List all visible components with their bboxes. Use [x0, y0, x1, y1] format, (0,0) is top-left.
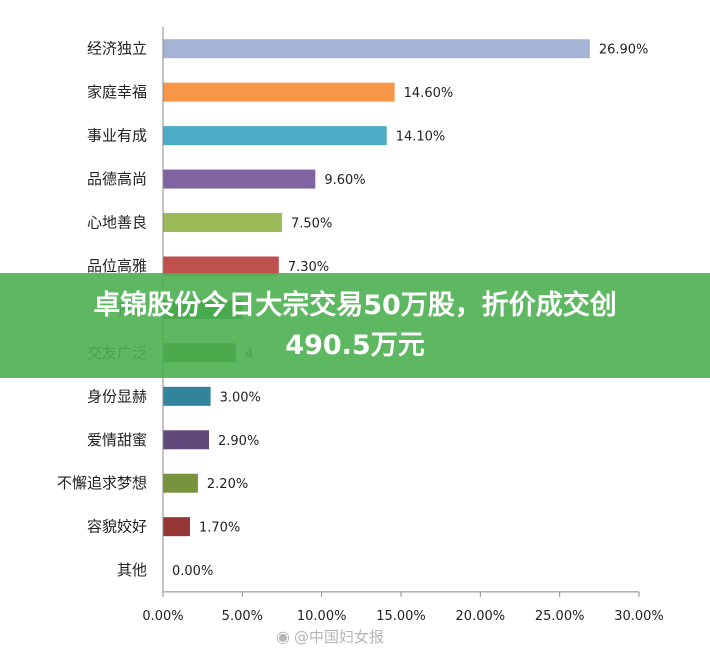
value-label-11: 1.70%	[199, 521, 240, 536]
value-label-9: 2.90%	[218, 434, 259, 449]
bar-1	[163, 82, 395, 102]
x-tick-label-1: 5.00%	[222, 609, 263, 624]
bar-5	[163, 256, 279, 276]
category-label-11: 容貌姣好	[87, 518, 147, 536]
category-label-8: 身份显赫	[87, 387, 147, 405]
watermark: ◉ @中国妇女报	[276, 626, 384, 647]
value-label-4: 7.50%	[291, 217, 332, 232]
x-tick-label-2: 10.00%	[297, 609, 347, 624]
bar-11	[163, 517, 190, 537]
x-ticks-group: 0.00% 5.00% 10.00% 15.00% 20.00% 25.00% 30.00%	[142, 591, 664, 624]
bar-10	[163, 473, 198, 493]
value-label-5: 7.30%	[288, 260, 329, 275]
value-label-1: 14.60%	[404, 86, 454, 101]
category-label-10: 不懈追求梦想	[57, 474, 147, 492]
x-tick-label-3: 15.00%	[376, 609, 426, 624]
bar-8	[163, 386, 211, 406]
value-label-12: 0.00%	[172, 564, 213, 579]
category-label-5: 品位高雅	[87, 257, 147, 275]
bar-0	[163, 39, 590, 59]
x-tick-label-4: 20.00%	[456, 609, 506, 624]
category-label-0: 经济独立	[87, 40, 147, 58]
weibo-icon: ◉	[276, 627, 290, 646]
watermark-text: @中国妇女报	[293, 628, 384, 646]
value-label-0: 26.90%	[599, 43, 649, 58]
category-label-9: 爱情甜蜜	[87, 431, 147, 449]
headline-banner: 卓锦股份今日大宗交易50万股，折价成交创490.5万元	[0, 273, 710, 378]
bar-9	[163, 430, 210, 450]
category-label-1: 家庭幸福	[87, 83, 147, 101]
headline-text: 卓锦股份今日大宗交易50万股，折价成交创490.5万元	[93, 289, 617, 361]
category-label-12: 其他	[117, 561, 147, 579]
value-label-2: 14.10%	[396, 130, 446, 145]
bar-4	[163, 213, 282, 233]
x-tick-label-5: 25.00%	[535, 609, 585, 624]
x-tick-label-6: 30.00%	[614, 609, 664, 624]
category-label-2: 事业有成	[87, 127, 147, 145]
category-label-3: 品德高尚	[87, 170, 147, 188]
category-label-4: 心地善良	[87, 214, 147, 232]
bar-3	[163, 169, 316, 189]
value-label-8: 3.00%	[220, 390, 261, 405]
value-labels-group: 26.90%14.60%14.10%9.60%7.50%7.30%43.00%2…	[172, 43, 648, 579]
value-label-10: 2.20%	[207, 477, 248, 492]
x-tick-label-0: 0.00%	[142, 609, 183, 624]
value-label-3: 9.60%	[324, 173, 365, 188]
bar-2	[163, 126, 387, 146]
